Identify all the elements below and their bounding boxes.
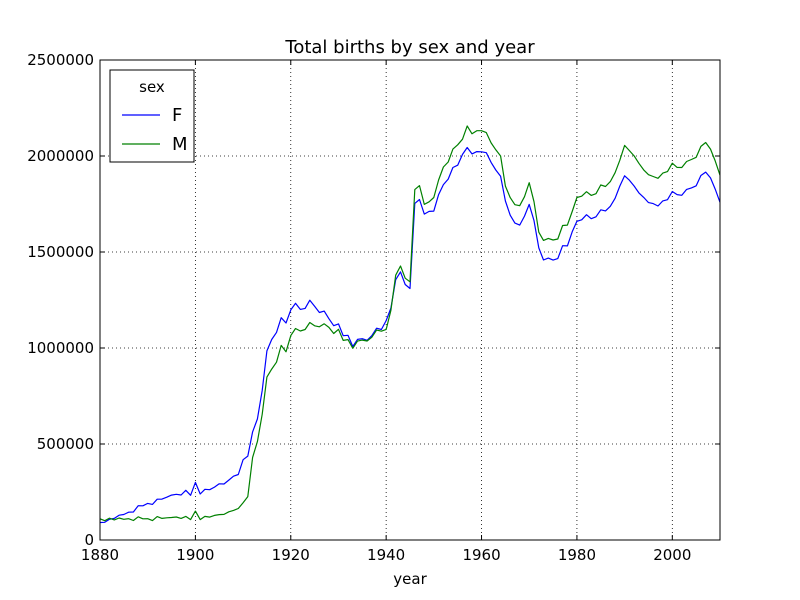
y-tick-label: 1500000 xyxy=(27,243,94,261)
series-line-m xyxy=(99,125,721,522)
series-lines xyxy=(99,125,721,524)
legend: sex F M xyxy=(109,69,195,163)
y-tick-label: 2000000 xyxy=(27,147,94,165)
chart-title: Total births by sex and year xyxy=(284,37,535,58)
y-tick-label: 500000 xyxy=(37,435,94,453)
x-axis-label: year xyxy=(393,570,427,588)
x-tick-label: 1900 xyxy=(176,546,214,564)
legend-title: sex xyxy=(139,78,165,96)
x-tick-label: 1980 xyxy=(558,546,596,564)
x-tick-label: 2000 xyxy=(653,546,691,564)
legend-box xyxy=(109,69,195,163)
x-tick-label: 1920 xyxy=(272,546,310,564)
x-tick-label: 1960 xyxy=(462,546,500,564)
plot-area-frame xyxy=(99,59,721,541)
grid-lines xyxy=(100,60,720,540)
y-tick-label: 1000000 xyxy=(27,339,94,357)
x-tick-label: 1880 xyxy=(81,546,119,564)
legend-label-m: M xyxy=(172,134,188,155)
y-tick-label: 0 xyxy=(84,531,94,549)
axis-ticks: 1880 1900 1920 1940 1960 1980 2000 0 500000 10000… xyxy=(27,51,720,564)
y-tick-label: 2500000 xyxy=(27,51,94,69)
x-tick-label: 1940 xyxy=(367,546,405,564)
series-line-f xyxy=(99,146,721,524)
legend-label-f: F xyxy=(172,105,182,126)
